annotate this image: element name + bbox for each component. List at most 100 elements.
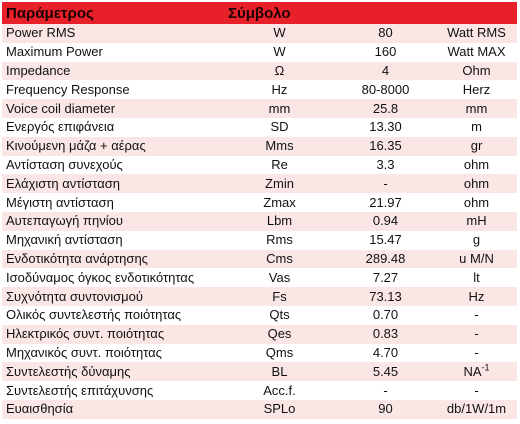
param-name-cell: Power RMS bbox=[2, 24, 224, 43]
param-name-cell: Maximum Power bbox=[2, 42, 224, 62]
param-name-cell: Ευαισθησία bbox=[2, 399, 224, 419]
symbol-cell: Zmin bbox=[224, 174, 335, 194]
value-column-header bbox=[335, 2, 436, 24]
value-cell: 160 bbox=[335, 42, 436, 62]
table-header-row: Παράμετρος Σύμβολο bbox=[2, 2, 517, 24]
param-name-cell: Impedance bbox=[2, 61, 224, 81]
value-cell: - bbox=[335, 174, 436, 194]
unit-cell: - bbox=[436, 343, 517, 363]
param-name-cell: Συντελεστής δύναμης bbox=[2, 362, 224, 382]
table-row: Impedance Ω 4 Ohm bbox=[2, 61, 517, 81]
symbol-cell: Hz bbox=[224, 80, 335, 100]
param-name-cell: Αντίσταση συνεχούς bbox=[2, 155, 224, 175]
value-cell: 21.97 bbox=[335, 193, 436, 212]
param-name-cell: Ενεργός επιφάνεια bbox=[2, 117, 224, 137]
value-cell: 0.83 bbox=[335, 324, 436, 344]
unit-cell: db/1W/1m bbox=[436, 399, 517, 419]
table-row: Power RMS W 80 Watt RMS bbox=[2, 24, 517, 43]
symbol-cell: Re bbox=[224, 155, 335, 175]
table-row: Συντελεστής επιτάχυνσης Acc.f. - - bbox=[2, 381, 517, 400]
symbol-cell: Cms bbox=[224, 249, 335, 269]
value-cell: 289.48 bbox=[335, 249, 436, 269]
table-row: Συχνότητα συντονισμού Fs 73.13 Hz bbox=[2, 287, 517, 306]
value-cell: 16.35 bbox=[335, 136, 436, 156]
unit-cell: ohm bbox=[436, 155, 517, 175]
unit-cell: Hz bbox=[436, 287, 517, 306]
value-cell: 4.70 bbox=[335, 343, 436, 363]
param-name-cell: Μέγιστη αντίσταση bbox=[2, 193, 224, 212]
speaker-spec-table: Παράμετρος Σύμβολο Power RMS W 80 Watt RMS M… bbox=[2, 2, 517, 419]
symbol-cell: Vas bbox=[224, 268, 335, 288]
symbol-cell: Qms bbox=[224, 343, 335, 363]
symbol-cell: Zmax bbox=[224, 193, 335, 212]
param-name-cell: Voice coil diameter bbox=[2, 99, 224, 118]
symbol-cell: Ω bbox=[224, 61, 335, 81]
symbol-cell: Rms bbox=[224, 230, 335, 250]
param-name-cell: Συντελεστής επιτάχυνσης bbox=[2, 381, 224, 400]
param-name-cell: Frequency Response bbox=[2, 80, 224, 100]
param-name-cell: Μηχανική αντίσταση bbox=[2, 230, 224, 250]
param-name-cell: Ηλεκτρικός συντ. ποιότητας bbox=[2, 324, 224, 344]
unit-text: NA bbox=[463, 363, 482, 379]
table-row: Μηχανική αντίσταση Rms 15.47 g bbox=[2, 230, 517, 250]
symbol-cell: SD bbox=[224, 117, 335, 137]
value-cell: 0.94 bbox=[335, 211, 436, 231]
param-name-cell: Ελάχιστη αντίσταση bbox=[2, 174, 224, 194]
param-name-cell: Ολικός συντελεστής ποιότητας bbox=[2, 305, 224, 325]
symbol-cell: mm bbox=[224, 99, 335, 118]
unit-cell: - bbox=[436, 324, 517, 344]
parameter-column-header: Παράμετρος bbox=[2, 2, 224, 24]
symbol-cell: BL bbox=[224, 362, 335, 382]
symbol-cell: Mms bbox=[224, 136, 335, 156]
unit-cell: gr bbox=[436, 136, 517, 156]
value-cell: 5.45 bbox=[335, 362, 436, 382]
spec-table-container: Παράμετρος Σύμβολο Power RMS W 80 Watt RMS M… bbox=[2, 2, 517, 419]
value-cell: 4 bbox=[335, 61, 436, 81]
table-row: Ενεργός επιφάνεια SD 13.30 m bbox=[2, 117, 517, 137]
symbol-cell: Acc.f. bbox=[224, 381, 335, 400]
unit-cell: mH bbox=[436, 211, 517, 231]
symbol-column-header: Σύμβολο bbox=[224, 2, 335, 24]
symbol-cell: Qes bbox=[224, 324, 335, 344]
table-row: Voice coil diameter mm 25.8 mm bbox=[2, 99, 517, 118]
unit-column-header bbox=[436, 2, 517, 24]
param-name-cell: Ενδοτικότητα ανάρτησης bbox=[2, 249, 224, 269]
value-cell: - bbox=[335, 381, 436, 400]
table-row: Ισοδύναμος όγκος ενδοτικότητας Vas 7.27 lt bbox=[2, 268, 517, 288]
unit-cell: mm bbox=[436, 99, 517, 118]
table-row: Maximum Power W 160 Watt MAX bbox=[2, 42, 517, 62]
table-row: Μέγιστη αντίσταση Zmax 21.97 ohm bbox=[2, 193, 517, 212]
symbol-cell: Fs bbox=[224, 287, 335, 306]
table-row: Ηλεκτρικός συντ. ποιότητας Qes 0.83- bbox=[2, 324, 517, 344]
value-cell: 3.3 bbox=[335, 155, 436, 175]
unit-cell: g bbox=[436, 230, 517, 250]
table-row: Ευαισθησία SPLo 90 db/1W/1m bbox=[2, 399, 517, 419]
table-row: Ενδοτικότητα ανάρτησης Cms 289.48 u M/N bbox=[2, 249, 517, 269]
unit-cell: ohm bbox=[436, 193, 517, 212]
param-name-cell: Αυτεπαγωγή πηνίου bbox=[2, 211, 224, 231]
table-row: Μηχανικός συντ. ποιότητας Qms 4.70- bbox=[2, 343, 517, 363]
unit-cell: Ohm bbox=[436, 61, 517, 81]
table-row: Κινούμενη μάζα + αέρας Mms 16.35 gr bbox=[2, 136, 517, 156]
symbol-cell: Qts bbox=[224, 305, 335, 325]
value-cell: 7.27 bbox=[335, 268, 436, 288]
unit-superscript: -1 bbox=[481, 362, 490, 373]
value-cell: 25.8 bbox=[335, 99, 436, 118]
unit-cell: Watt RMS bbox=[436, 24, 517, 43]
value-cell: 90 bbox=[335, 399, 436, 419]
unit-cell: ohm bbox=[436, 174, 517, 194]
value-cell: 80 bbox=[335, 24, 436, 43]
symbol-cell: SPLo bbox=[224, 399, 335, 419]
value-cell: 80-8000 bbox=[335, 80, 436, 100]
table-row: Συντελεστής δύναμης BL 5.45 NA-1 bbox=[2, 362, 517, 382]
unit-cell: - bbox=[436, 305, 517, 325]
param-name-cell: Κινούμενη μάζα + αέρας bbox=[2, 136, 224, 156]
table-row: Ελάχιστη αντίσταση Zmin - ohm bbox=[2, 174, 517, 194]
unit-cell: NA-1 bbox=[436, 362, 517, 382]
unit-cell: Herz bbox=[436, 80, 517, 100]
table-body: Power RMS W 80 Watt RMS Maximum Power W 160 Wat… bbox=[2, 24, 517, 419]
value-cell: 13.30 bbox=[335, 117, 436, 137]
unit-cell: - bbox=[436, 381, 517, 400]
param-name-cell: Ισοδύναμος όγκος ενδοτικότητας bbox=[2, 268, 224, 288]
symbol-cell: Lbm bbox=[224, 211, 335, 231]
